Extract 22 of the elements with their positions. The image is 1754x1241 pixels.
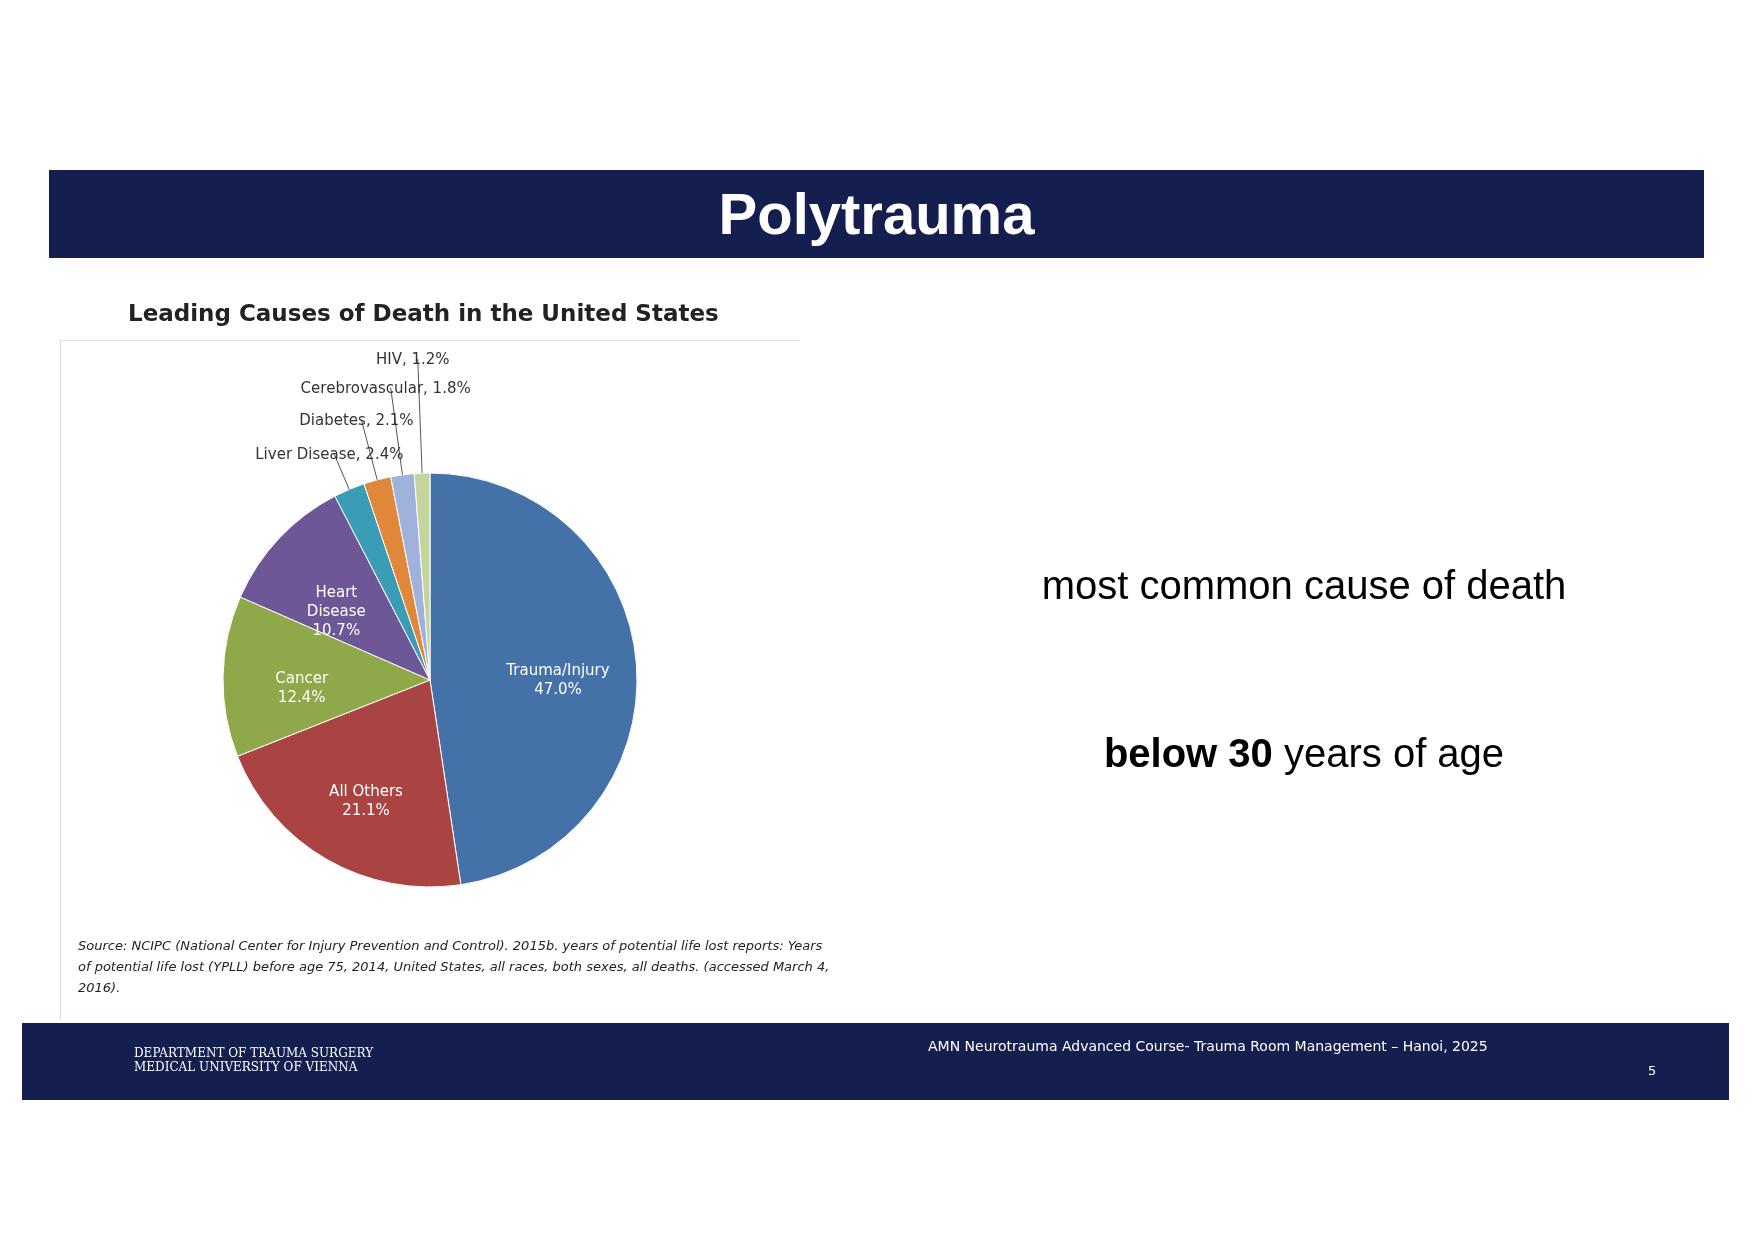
slice-label: Diabetes, 2.1% — [299, 410, 414, 429]
slice-label: Heart Disease — [306, 583, 366, 621]
text: Polytrauma — [49, 170, 1704, 258]
slice-label: All Others — [329, 782, 404, 801]
text: 5 — [1648, 1063, 1657, 1078]
chart-subtitle: Leading Causes of Death in the United States — [128, 300, 719, 326]
data-label: 12.4% — [277, 687, 326, 706]
slice-label: Trauma/Injury — [505, 661, 610, 680]
text: most common cause of death — [1040, 563, 1568, 608]
text: below 30 — [1103, 731, 1273, 775]
slice-label: HIV, 1.2% — [375, 350, 450, 369]
data-label: 10.7% — [312, 621, 361, 640]
slice-label: Cancer — [275, 668, 329, 687]
slice-label: Liver Disease, 2.4% — [255, 445, 404, 464]
source-note: Source: NCIPC (National Center for Injury Prevention and Control). 2015b. years of potential life lost reports: Years of potential life lost (YPLL) before age 75, 2014, United States, all races, both sexes, all deaths. (accessed March 4, 2016). — [78, 937, 831, 997]
text: DEPARTMENT OF TRAUMA SURGERY — [134, 1046, 374, 1060]
text: years of age — [1283, 731, 1505, 775]
text: MEDICAL UNIVERSITY OF VIENNA — [134, 1060, 359, 1074]
text: AMN Neurotrauma Advanced Course- Trauma Room Management – Hanoi, 2025 — [928, 1038, 1488, 1054]
data-label: 21.1% — [342, 801, 390, 820]
data-label: 47.0% — [534, 680, 582, 699]
slice-label: Cerebrovascular, 1.8% — [300, 378, 471, 397]
